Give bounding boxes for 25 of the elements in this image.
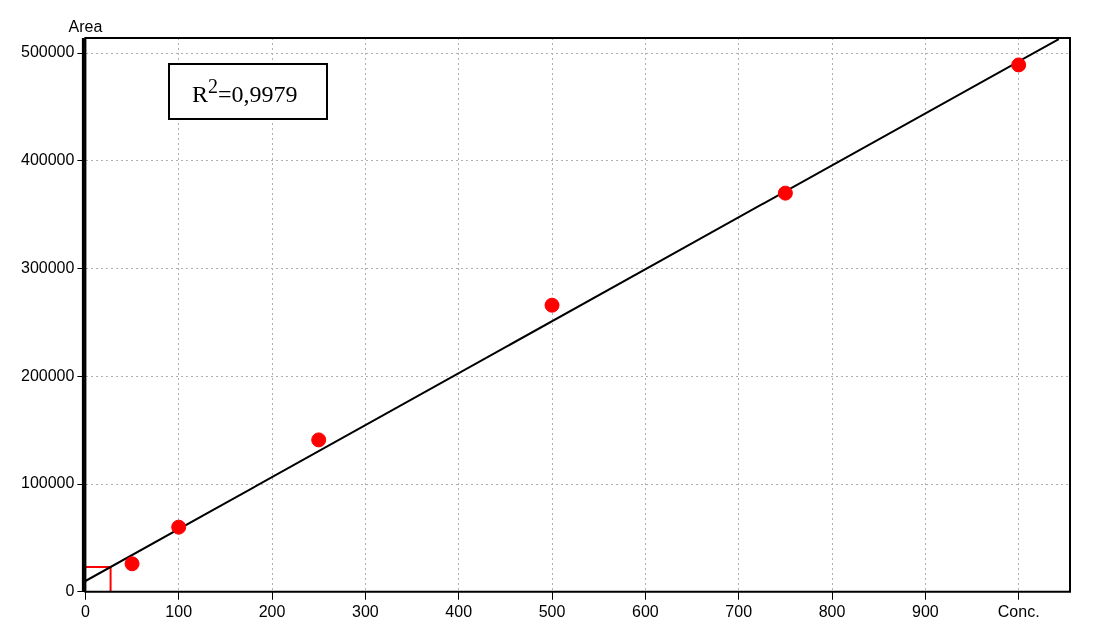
x-tick-label: 100 [165,602,193,620]
point [171,519,187,535]
x-tick-label: 0 [80,602,90,620]
point [544,297,560,313]
point [311,432,327,448]
y-tick-label: 200000 [21,366,75,384]
point [1011,57,1027,73]
x-tick-label: 200 [258,602,286,620]
x-tick-label: 500 [538,602,566,620]
x-tick-label: 900 [911,602,939,620]
x-tick-label: Conc. [997,602,1040,620]
x-tick-label: 300 [352,602,379,620]
x-tick-label: 400 [445,602,473,620]
point [777,185,793,201]
y-tick-label: 500000 [21,43,75,61]
point [124,556,140,572]
x-tick-label: 700 [725,602,753,620]
x-tick-label: 600 [632,602,659,620]
y-axis-title: Area [68,18,103,36]
y-tick-label: 0 [65,582,75,600]
x-tick-label: 800 [818,602,846,620]
y-tick-label: 400000 [21,151,75,169]
y-tick-label: 300000 [21,258,75,276]
y-tick-label: 100000 [21,474,75,492]
annotation: R$^{2}$=0,9979 [168,63,328,120]
